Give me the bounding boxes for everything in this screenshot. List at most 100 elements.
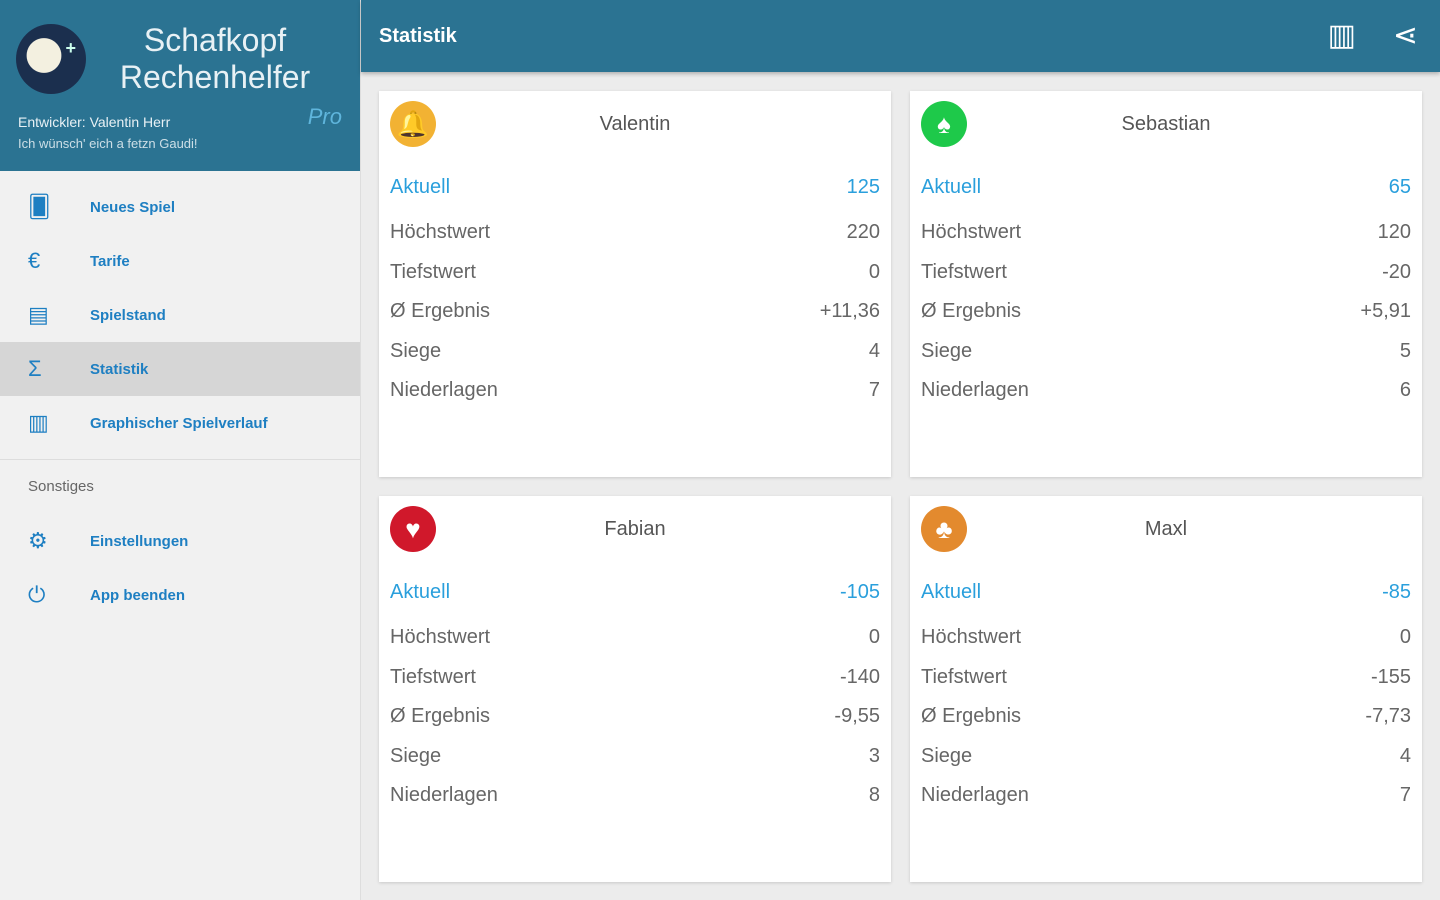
stat-value: 3 (868, 744, 880, 767)
stat-label: Tiefstwert (921, 260, 1007, 283)
stat-value: 5 (1399, 339, 1411, 362)
stat-row-wins: Siege 4 (390, 332, 880, 372)
stat-label: Siege (921, 339, 973, 362)
gear-icon: ⚙ (28, 528, 48, 553)
stat-label: Siege (921, 744, 973, 767)
pro-badge: Pro (307, 104, 342, 129)
nav-item-statistik[interactable]: Σ Statistik (0, 342, 360, 396)
schellen-suit-icon: 🔔 (390, 101, 436, 147)
stat-label: Aktuell (390, 175, 451, 198)
stat-value: 120 (1377, 221, 1411, 244)
stat-value: -105 (839, 580, 880, 603)
nav-item-einstellungen[interactable]: ⚙ Einstellungen (0, 514, 360, 568)
stat-value: 65 (1388, 175, 1411, 198)
stat-label: Tiefstwert (390, 260, 476, 283)
developer-text: Entwickler: Valentin Herr (18, 114, 171, 130)
stat-value: 6 (1399, 379, 1411, 402)
stat-value: 125 (846, 175, 880, 198)
sigma-icon: Σ (28, 356, 42, 381)
stat-value: 0 (1399, 626, 1411, 649)
stat-value: +11,36 (819, 300, 880, 323)
stat-row-min: Tiefstwert -20 (921, 253, 1411, 293)
player-name: Maxl (1144, 518, 1188, 540)
stat-label: Ø Ergebnis (921, 300, 1022, 323)
herz-suit-icon: ♥ (390, 506, 436, 552)
stat-row-current: Aktuell 65 (921, 161, 1411, 213)
stat-row-wins: Siege 4 (921, 737, 1411, 777)
player-card: ♣ Maxl Aktuell -85 Höchstwert 0 Tiefstwert -… (910, 496, 1422, 882)
stat-value: -20 (1382, 260, 1411, 283)
chart-icon[interactable]: ▥ (1327, 19, 1356, 52)
scoreboard-icon: ▤ (28, 302, 49, 327)
gras-suit-icon: ♠ (921, 101, 967, 147)
stat-label: Niederlagen (390, 784, 498, 807)
stat-label: Niederlagen (390, 379, 498, 402)
stat-row-wins: Siege 5 (921, 332, 1411, 372)
cards-icon: 🂠 (28, 194, 51, 219)
player-name: Fabian (604, 518, 666, 540)
stat-row-max: Höchstwert 220 (390, 213, 880, 253)
stat-label: Niederlagen (921, 784, 1029, 807)
stat-label: Höchstwert (921, 626, 1022, 649)
nav-item-graphischer-spielverlauf[interactable]: ▥ Graphischer Spielverlauf (0, 396, 360, 450)
drawer-header: + Schafkopf Rechenhelfer Pro Entwickler:… (0, 0, 360, 171)
nav-item-app-beenden[interactable]: ⏻ App beenden (0, 568, 360, 622)
stat-label: Aktuell (921, 175, 982, 198)
stat-row-losses: Niederlagen 7 (921, 776, 1411, 816)
stat-label: Aktuell (390, 580, 451, 603)
stat-label: Siege (390, 339, 442, 362)
section-header: Sonstiges (28, 478, 94, 495)
stat-label: Tiefstwert (921, 665, 1007, 688)
stat-label: Höchstwert (390, 221, 491, 244)
chart-icon: ▥ (28, 410, 49, 435)
power-icon: ⏻ (28, 582, 46, 607)
stat-label: Tiefstwert (390, 665, 476, 688)
app-title: Schafkopf Rechenhelfer (119, 22, 311, 95)
nav-item-spielstand[interactable]: ▤ Spielstand (0, 288, 360, 342)
stat-value: 0 (868, 626, 880, 649)
stat-row-current: Aktuell -85 (921, 566, 1411, 618)
stat-row-avg: Ø Ergebnis +5,91 (921, 292, 1411, 332)
stat-value: 4 (868, 339, 880, 362)
player-name: Valentin (599, 113, 671, 135)
nav-item-neues-spiel[interactable]: 🂠 Neues Spiel (0, 180, 360, 234)
stat-row-min: Tiefstwert 0 (390, 253, 880, 293)
stat-label: Siege (390, 744, 442, 767)
player-card: ♠ Sebastian Aktuell 65 Höchstwert 120 Tiefs… (910, 91, 1422, 477)
stat-row-losses: Niederlagen 8 (390, 776, 880, 816)
stat-value: 7 (1399, 784, 1411, 807)
stat-label: Höchstwert (390, 626, 491, 649)
player-name: Sebastian (1121, 113, 1211, 135)
stat-row-max: Höchstwert 0 (390, 618, 880, 658)
stat-row-losses: Niederlagen 6 (921, 371, 1411, 411)
stat-row-avg: Ø Ergebnis -9,55 (390, 697, 880, 737)
share-icon[interactable]: ⋖ (1392, 19, 1418, 52)
stat-row-current: Aktuell -105 (390, 566, 880, 618)
stat-label: Aktuell (921, 580, 982, 603)
stat-row-current: Aktuell 125 (390, 161, 880, 213)
stat-value: 7 (868, 379, 880, 402)
stat-value: 4 (1399, 744, 1411, 767)
stat-value: -9,55 (834, 705, 880, 728)
motto-text: Ich wünsch' eich a fetzn Gaudi! (18, 136, 198, 151)
stat-row-avg: Ø Ergebnis +11,36 (390, 292, 880, 332)
navigation-drawer: + Schafkopf Rechenhelfer Pro Entwickler:… (0, 0, 361, 900)
app-logo: + (16, 24, 86, 94)
stat-label: Niederlagen (921, 379, 1029, 402)
stat-label: Ø Ergebnis (390, 705, 491, 728)
nav-item-tarife[interactable]: € Tarife (0, 234, 360, 288)
stat-row-losses: Niederlagen 7 (390, 371, 880, 411)
toolbar: Statistik ▥ ⋖ (361, 0, 1440, 72)
stat-row-wins: Siege 3 (390, 737, 880, 777)
stat-value: -140 (839, 665, 880, 688)
divider (0, 459, 360, 460)
stat-value: -155 (1370, 665, 1411, 688)
player-card: ♥ Fabian Aktuell -105 Höchstwert 0 Tiefstwe… (379, 496, 891, 882)
stat-row-max: Höchstwert 120 (921, 213, 1411, 253)
stat-value: 0 (868, 260, 880, 283)
stat-row-avg: Ø Ergebnis -7,73 (921, 697, 1411, 737)
stat-value: 8 (868, 784, 880, 807)
stat-label: Ø Ergebnis (921, 705, 1022, 728)
stat-value: -85 (1382, 580, 1411, 603)
euro-icon: € (28, 248, 41, 273)
